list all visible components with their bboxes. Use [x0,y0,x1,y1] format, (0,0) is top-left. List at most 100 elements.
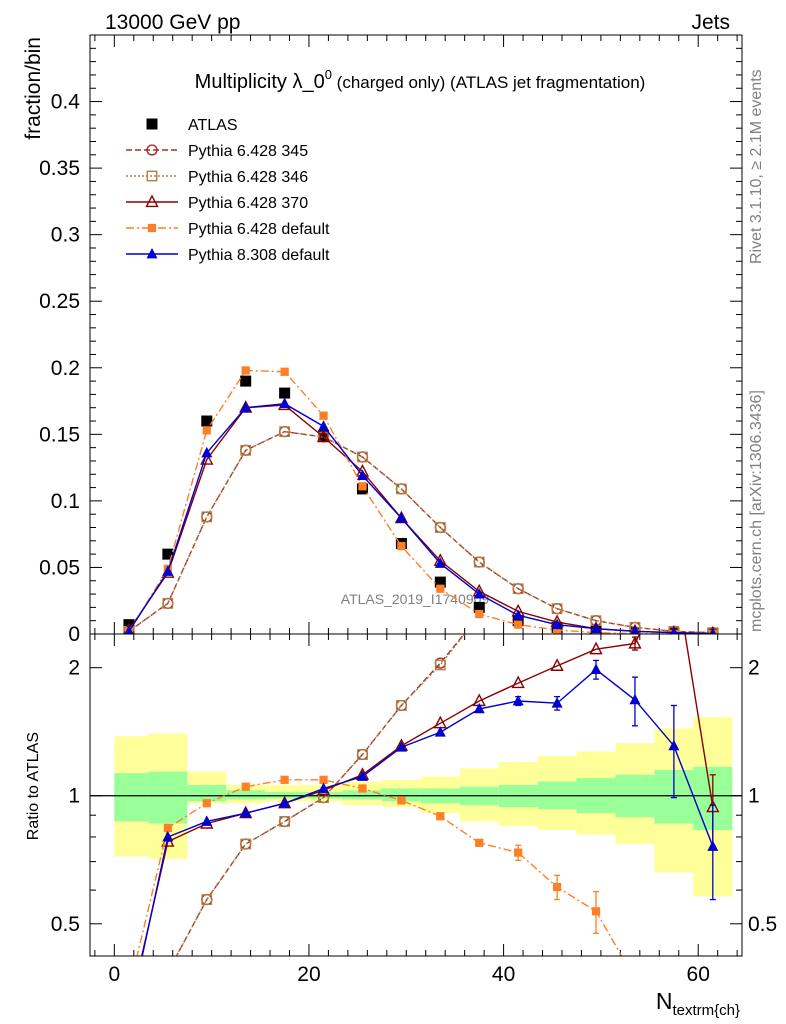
data-point [124,625,134,634]
ratio-frame [89,633,743,957]
legend-item-atlas: ATLAS [146,117,238,134]
legend-item-pythia-6-428-default: Pythia 6.428 default [126,221,330,238]
main-ytick-label: 0 [68,623,80,646]
ratio-point [590,663,602,674]
ratio-point [318,782,330,793]
ratio-point [552,535,562,545]
ratio-point [319,775,328,784]
main-ytick-label: 0.15 [39,423,80,446]
title-superscript: 0 [325,67,332,82]
title-rest: (charged only) (ATLAS jet fragmentation) [332,73,645,92]
ratio-point [163,967,173,977]
data-point [280,367,289,376]
ratio-point [163,967,172,976]
green-band-bin [114,773,149,822]
legend-marker [145,194,159,208]
xtick-label: 20 [297,963,320,986]
ratio-point [669,460,678,469]
data-point [201,511,213,523]
data-point [357,451,368,463]
data-point [358,482,367,491]
ratio-series-pythia-6-428-346 [163,460,678,976]
ratio-point [123,1012,134,1022]
main-ytick-label: 0.25 [39,290,80,313]
main-ticks [90,34,742,635]
ratio-point [318,792,329,803]
main-series [122,366,719,634]
title-main: Multiplicity λ_0 [195,71,325,93]
legend-label: Pythia 6.428 346 [188,169,308,186]
data-point [162,548,174,560]
main-ytick-label: 0.35 [39,157,80,180]
ratio-point [511,675,525,689]
data-point [669,626,678,634]
data-point [434,576,446,588]
main-ytick-label: 0.05 [39,556,80,579]
ratio-point [358,784,367,793]
ratio-point [434,726,446,737]
ratio-point [240,838,252,850]
main-ytick-label: 0.1 [51,490,80,513]
main-ytick-label: 0.2 [51,357,80,380]
series-line [128,369,713,634]
data-point [434,522,446,533]
legend-label: Pythia 6.428 345 [188,143,308,160]
data-point [200,452,214,465]
legend-item-pythia-6-428-345: Pythia 6.428 345 [126,143,308,160]
legend-item-pythia-6-428-346: Pythia 6.428 346 [126,169,308,186]
ratio-ticks [90,634,742,956]
ratio-point [357,749,368,760]
ratio-point [707,840,719,851]
legend-label: Pythia 6.428 370 [188,195,308,212]
ratio-point [475,838,484,847]
ratio-point [591,907,601,916]
ratio-point [240,807,252,818]
series-line [128,430,713,634]
ratio-point [669,460,679,470]
data-point [162,598,174,609]
ratio-point [395,741,407,752]
data-point [436,584,445,593]
legend-item-pythia-6-428-370: Pythia 6.428 370 [126,194,308,212]
ratio-point [201,894,213,905]
ratio-point [552,882,562,892]
data-point [318,420,330,431]
data-point [551,603,563,615]
ratio-point [552,535,561,544]
green-band-bin [343,790,382,800]
ratio-ytick-label-right: 0.5 [748,913,777,936]
data-point [319,411,328,420]
data-point [240,444,252,456]
main-ylabel: fraction/bin [22,37,45,140]
series-pythia-8-308-default [124,397,717,634]
ratio-ytick-label-left: 1 [68,785,80,808]
ratio-point [279,816,291,827]
ratio-series-pythia-6-428-default [136,775,639,983]
green-band-bin [226,790,266,800]
data-point [397,542,406,551]
ratio-ytick-label-right: 2 [748,657,760,680]
ratio-series-line [136,779,623,956]
ratio-ylabel: Ratio to ATLAS [25,732,42,840]
ratio-point [628,635,642,649]
analysis-watermark: ATLAS_2019_I1740909 [341,591,490,607]
data-point [514,620,523,629]
xlabel: Ntextrm{ch} [656,988,740,1019]
ratio-point [631,975,639,983]
ratio-point [279,797,291,808]
ratio-point [473,702,485,714]
xtick-label: 40 [492,963,515,986]
ratio-point [550,658,564,671]
ratio-point [356,770,368,781]
data-point [316,429,331,443]
legend-marker [147,223,157,233]
ratio-series-line [141,634,714,956]
data-point [709,627,717,634]
ratio-series-line [175,634,466,956]
data-point [512,609,524,620]
main-plot: 0 0.05 0.1 0.15 0.2 0.25 0.3 0.35 0.4 [39,34,743,646]
data-point [201,415,213,427]
data-point [630,625,640,634]
series-line [128,402,713,634]
